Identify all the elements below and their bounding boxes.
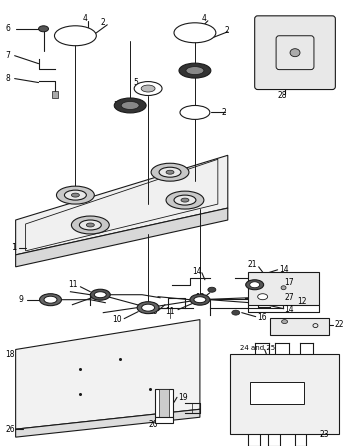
- Ellipse shape: [181, 198, 189, 202]
- Ellipse shape: [208, 287, 216, 292]
- Ellipse shape: [194, 297, 206, 303]
- Bar: [155, 417, 173, 423]
- Polygon shape: [16, 320, 200, 429]
- Text: 17: 17: [285, 278, 294, 287]
- Text: 14: 14: [285, 305, 294, 314]
- Ellipse shape: [55, 26, 96, 46]
- Ellipse shape: [186, 67, 204, 75]
- Text: 14: 14: [280, 266, 289, 274]
- Text: 5: 5: [133, 78, 138, 87]
- Text: 4: 4: [82, 14, 87, 23]
- Text: 2: 2: [100, 18, 105, 27]
- Bar: [155, 389, 173, 417]
- Ellipse shape: [281, 286, 286, 290]
- FancyBboxPatch shape: [255, 16, 335, 89]
- Bar: [230, 354, 340, 434]
- Text: 11: 11: [68, 280, 78, 289]
- Ellipse shape: [166, 170, 174, 174]
- Ellipse shape: [38, 26, 49, 32]
- Ellipse shape: [94, 292, 106, 298]
- Text: 26: 26: [6, 425, 15, 434]
- Ellipse shape: [142, 304, 155, 311]
- Polygon shape: [16, 155, 228, 255]
- Polygon shape: [248, 272, 320, 305]
- Text: 8: 8: [6, 74, 10, 83]
- Text: 2: 2: [222, 108, 226, 117]
- Ellipse shape: [64, 190, 86, 200]
- Ellipse shape: [151, 163, 189, 181]
- Text: 11: 11: [165, 307, 175, 316]
- Ellipse shape: [232, 310, 240, 315]
- Ellipse shape: [141, 85, 155, 92]
- Text: 7: 7: [6, 51, 10, 60]
- Ellipse shape: [137, 302, 159, 314]
- Text: 3: 3: [113, 101, 118, 110]
- Text: 4: 4: [202, 14, 207, 23]
- Ellipse shape: [290, 49, 300, 57]
- Text: 10: 10: [112, 315, 122, 324]
- Polygon shape: [16, 409, 200, 437]
- Text: 21: 21: [248, 260, 257, 270]
- Ellipse shape: [40, 294, 62, 306]
- Ellipse shape: [159, 167, 181, 177]
- Text: 13: 13: [195, 293, 204, 302]
- Polygon shape: [16, 208, 228, 267]
- Text: 22: 22: [334, 320, 344, 329]
- Ellipse shape: [174, 23, 216, 43]
- Ellipse shape: [114, 98, 146, 113]
- Text: 24 and 25: 24 and 25: [240, 345, 275, 350]
- Ellipse shape: [86, 223, 94, 227]
- Text: 27: 27: [285, 293, 294, 302]
- Ellipse shape: [44, 296, 57, 303]
- Ellipse shape: [134, 81, 162, 96]
- Bar: [52, 91, 58, 98]
- Bar: [250, 382, 304, 404]
- Bar: [159, 389, 169, 417]
- Ellipse shape: [174, 195, 196, 205]
- Text: 9: 9: [19, 295, 23, 304]
- Ellipse shape: [282, 320, 288, 324]
- Text: 19: 19: [178, 393, 188, 402]
- Polygon shape: [270, 318, 329, 334]
- Ellipse shape: [90, 289, 110, 300]
- Text: 23: 23: [320, 430, 329, 439]
- Text: 18: 18: [6, 350, 15, 359]
- Ellipse shape: [180, 105, 210, 119]
- Ellipse shape: [56, 186, 94, 204]
- Ellipse shape: [166, 191, 204, 209]
- Ellipse shape: [79, 220, 101, 230]
- Ellipse shape: [250, 282, 260, 288]
- Text: 1: 1: [10, 244, 16, 253]
- Ellipse shape: [190, 294, 210, 305]
- Text: 6: 6: [6, 24, 10, 33]
- Ellipse shape: [179, 63, 211, 78]
- Ellipse shape: [71, 216, 109, 234]
- Text: 28: 28: [278, 91, 287, 100]
- Text: 15: 15: [148, 307, 158, 316]
- Ellipse shape: [246, 280, 264, 290]
- Ellipse shape: [121, 101, 139, 110]
- Text: 16: 16: [258, 313, 267, 322]
- Ellipse shape: [258, 294, 268, 299]
- Ellipse shape: [71, 193, 79, 197]
- Text: 12: 12: [298, 297, 307, 306]
- Text: 20: 20: [148, 420, 158, 429]
- Text: 14: 14: [192, 267, 202, 276]
- Text: 2: 2: [225, 26, 230, 35]
